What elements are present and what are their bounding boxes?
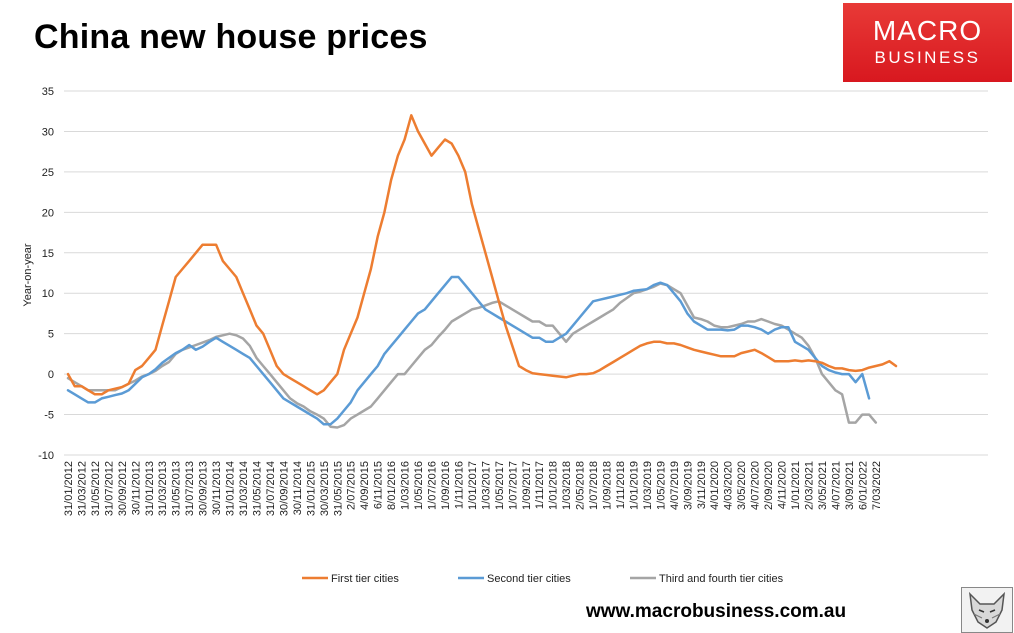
legend-label: Second tier cities	[487, 573, 571, 585]
x-tick-label: 31/03/2014	[238, 461, 250, 516]
y-axis-label: Year-on-year	[22, 243, 34, 307]
y-tick-label: 15	[42, 248, 54, 260]
legend-label: First tier cities	[331, 573, 399, 585]
x-tick-label: 1/05/2017	[494, 461, 506, 510]
x-tick-label: 3/09/2019	[682, 461, 694, 510]
x-tick-label: 1/11/2018	[615, 461, 627, 509]
x-tick-label: 7/03/2022	[871, 461, 883, 510]
y-tick-label: 30	[42, 126, 54, 138]
logo-line-1: MACRO	[872, 15, 983, 46]
y-tick-label: 0	[48, 369, 54, 381]
x-tick-label: 31/01/2014	[225, 461, 237, 516]
x-tick-label: 30/03/2015	[319, 461, 331, 516]
x-tick-label: 1/11/2016	[453, 461, 465, 509]
x-tick-label: 1/01/2018	[548, 461, 560, 510]
x-tick-label: 4/07/2021	[830, 461, 842, 510]
x-tick-label: 1/01/2021	[790, 461, 802, 510]
x-tick-label: 31/01/2015	[305, 461, 317, 516]
x-tick-label: 1/11/2017	[534, 461, 546, 509]
x-tick-label: 1/07/2018	[588, 461, 600, 510]
series-lines	[66, 114, 898, 429]
x-tick-label: 1/03/2019	[642, 461, 654, 510]
x-tick-label: 1/01/2019	[628, 461, 640, 510]
x-tick-label: 31/07/2013	[184, 461, 196, 516]
y-tick-labels: -10 -5 0 5 10 15 20 25 30 35	[38, 86, 54, 462]
legend-item-1: First tier cities	[302, 573, 399, 585]
x-tick-label: 1/01/2017	[467, 461, 479, 510]
x-tick-labels: 31/01/2012 31/03/2012 31/05/2012 31/07/2012…	[63, 461, 883, 516]
x-tick-label: 8/01/2016	[386, 461, 398, 510]
y-tick-label: 20	[42, 207, 54, 219]
legend-item-3: Third and fourth tier cities	[630, 573, 784, 585]
x-tick-label: 3/05/2021	[817, 461, 829, 510]
x-tick-label: 1/05/2016	[413, 461, 425, 510]
x-tick-label: 30/09/2012	[117, 461, 129, 516]
x-tick-label: 3/09/2021	[844, 461, 856, 510]
x-tick-label: 4/07/2019	[669, 461, 681, 510]
x-tick-label: 31/05/2015	[332, 461, 344, 516]
y-tick-label: -5	[44, 410, 54, 422]
fox-logo-icon	[961, 587, 1013, 633]
x-tick-label: 30/09/2014	[278, 461, 290, 516]
x-tick-label: 2/03/2021	[803, 461, 815, 510]
x-tick-label: 30/09/2013	[198, 461, 210, 516]
x-tick-label: 3/11/2019	[696, 461, 708, 509]
y-tick-label: 35	[42, 86, 54, 98]
x-tick-label: 1/03/2018	[561, 461, 573, 510]
y-tick-label: 25	[42, 167, 54, 179]
legend-item-2: Second tier cities	[458, 573, 571, 585]
x-tick-label: 30/11/2013	[211, 461, 223, 515]
x-tick-label: 31/05/2012	[90, 461, 102, 516]
x-tick-label: 1/03/2016	[400, 461, 412, 510]
x-tick-label: 4/07/2020	[750, 461, 762, 510]
x-tick-label: 1/07/2017	[507, 461, 519, 510]
x-tick-label: 4/11/2020	[777, 461, 789, 509]
x-tick-label: 1/09/2017	[521, 461, 533, 510]
legend-label: Third and fourth tier cities	[659, 573, 784, 585]
x-tick-label: 2/05/2018	[575, 461, 587, 510]
x-tick-label: 31/07/2012	[103, 461, 115, 516]
x-tick-label: 6/11/2015	[373, 461, 385, 509]
x-tick-label: 1/07/2016	[427, 461, 439, 510]
x-tick-label: 31/05/2014	[251, 461, 263, 516]
x-tick-label: 4/03/2020	[723, 461, 735, 510]
series-line-1	[66, 114, 898, 396]
x-tick-label: 31/01/2012	[63, 461, 75, 516]
series-line-3	[66, 282, 878, 429]
gridlines	[64, 90, 988, 456]
y-tick-label: -10	[38, 450, 54, 462]
x-tick-label: 6/01/2022	[857, 461, 869, 510]
x-tick-label: 4/09/2015	[359, 461, 371, 510]
x-tick-label: 31/03/2013	[157, 461, 169, 516]
x-tick-label: 1/05/2019	[655, 461, 667, 510]
x-tick-label: 2/07/2015	[346, 461, 358, 510]
x-tick-label: 31/01/2013	[144, 461, 156, 516]
x-tick-label: 31/03/2012	[76, 461, 88, 516]
x-tick-label: 1/09/2018	[602, 461, 614, 510]
x-tick-label: 2/09/2020	[763, 461, 775, 510]
y-tick-label: 5	[48, 329, 54, 341]
x-tick-label: 30/11/2014	[292, 461, 304, 515]
x-tick-label: 30/11/2012	[130, 461, 142, 515]
website-url[interactable]: www.macrobusiness.com.au	[586, 601, 847, 622]
x-tick-label: 31/05/2013	[171, 461, 183, 516]
y-tick-label: 10	[42, 288, 54, 300]
series-line-2	[66, 275, 871, 426]
macro-business-logo[interactable]: MACRO BUSINESS	[843, 3, 1012, 82]
logo-line-2: BUSINESS	[874, 48, 981, 67]
x-tick-label: 31/07/2014	[265, 461, 277, 516]
x-tick-label: 1/03/2017	[480, 461, 492, 510]
chart-title: China new house prices	[34, 18, 428, 56]
x-tick-label: 1/09/2016	[440, 461, 452, 510]
x-tick-label: 4/01/2020	[709, 461, 721, 510]
legend: First tier cities Second tier cities Third…	[302, 573, 784, 585]
line-chart: -10 -5 0 5 10 15 20 25 30 35 Year-on-year 31/01/2…	[22, 86, 988, 585]
x-tick-label: 3/05/2020	[736, 461, 748, 510]
